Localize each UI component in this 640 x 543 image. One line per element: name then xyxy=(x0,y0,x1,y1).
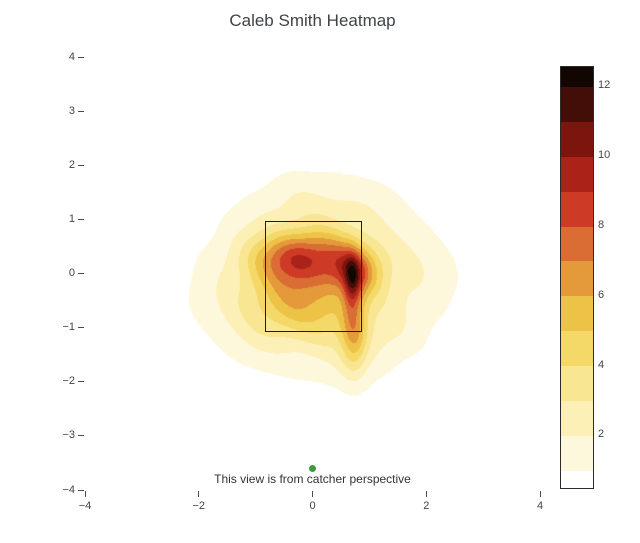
colorbar-band xyxy=(561,331,593,367)
colorbar-band xyxy=(561,67,593,87)
y-tick-mark xyxy=(78,273,84,274)
x-tick-mark xyxy=(539,491,541,497)
colorbar-band xyxy=(561,261,593,297)
y-tick-label: 3 xyxy=(68,104,75,117)
x-tick-mark xyxy=(425,491,427,497)
x-tick-label: 0 xyxy=(309,500,316,512)
y-tick-mark xyxy=(78,327,84,329)
colorbar-band xyxy=(561,156,593,192)
x-tick-label: 2 xyxy=(423,500,430,512)
y-tick-label: 0 xyxy=(68,267,75,279)
colorbar-tick-label: 2 xyxy=(598,428,605,441)
colorbar-tick-label: 12 xyxy=(598,79,611,92)
y-tick-mark xyxy=(78,489,84,491)
y-tick-mark xyxy=(78,435,84,437)
y-tick-label: −2 xyxy=(62,375,75,388)
x-tick-mark xyxy=(84,491,86,497)
y-tick-label: −4 xyxy=(62,483,75,496)
colorbar-band xyxy=(561,470,593,488)
y-tick-label: −1 xyxy=(62,321,75,334)
y-tick-label: −3 xyxy=(62,429,75,442)
strike-zone-outline xyxy=(265,220,362,333)
y-tick-mark xyxy=(78,164,84,166)
density-contour-canvas xyxy=(85,57,540,490)
chart-title: Caleb Smith Heatmap xyxy=(229,11,396,30)
colorbar-band xyxy=(561,435,593,471)
x-tick-mark xyxy=(312,491,313,497)
y-tick-mark xyxy=(78,381,84,383)
y-tick-mark xyxy=(78,110,84,112)
colorbar-band xyxy=(561,86,593,122)
colorbar-tick-label: 8 xyxy=(598,219,605,232)
catcher-perspective-dot xyxy=(309,464,316,472)
x-tick-label: 4 xyxy=(536,500,544,512)
colorbar-band xyxy=(561,296,593,332)
x-tick-mark xyxy=(198,491,200,497)
colorbar-band xyxy=(561,401,593,436)
y-tick-label: 2 xyxy=(68,158,75,171)
colorbar-band xyxy=(561,121,593,157)
x-tick-label: −4 xyxy=(78,500,92,512)
y-tick-mark xyxy=(78,218,84,220)
colorbar-tick-label: 10 xyxy=(598,149,611,162)
colorbar xyxy=(560,66,594,489)
colorbar-band xyxy=(561,226,593,262)
colorbar-tick-label: 4 xyxy=(598,358,605,371)
caption-text: This view is from catcher perspective xyxy=(214,472,411,486)
y-tick-label: 4 xyxy=(68,50,75,63)
x-tick-label: −2 xyxy=(192,500,206,512)
colorbar-band xyxy=(561,191,593,227)
colorbar-tick-label: 6 xyxy=(598,288,605,301)
y-tick-label: 1 xyxy=(68,212,75,225)
colorbar-band xyxy=(561,366,593,402)
y-tick-mark xyxy=(78,56,84,58)
